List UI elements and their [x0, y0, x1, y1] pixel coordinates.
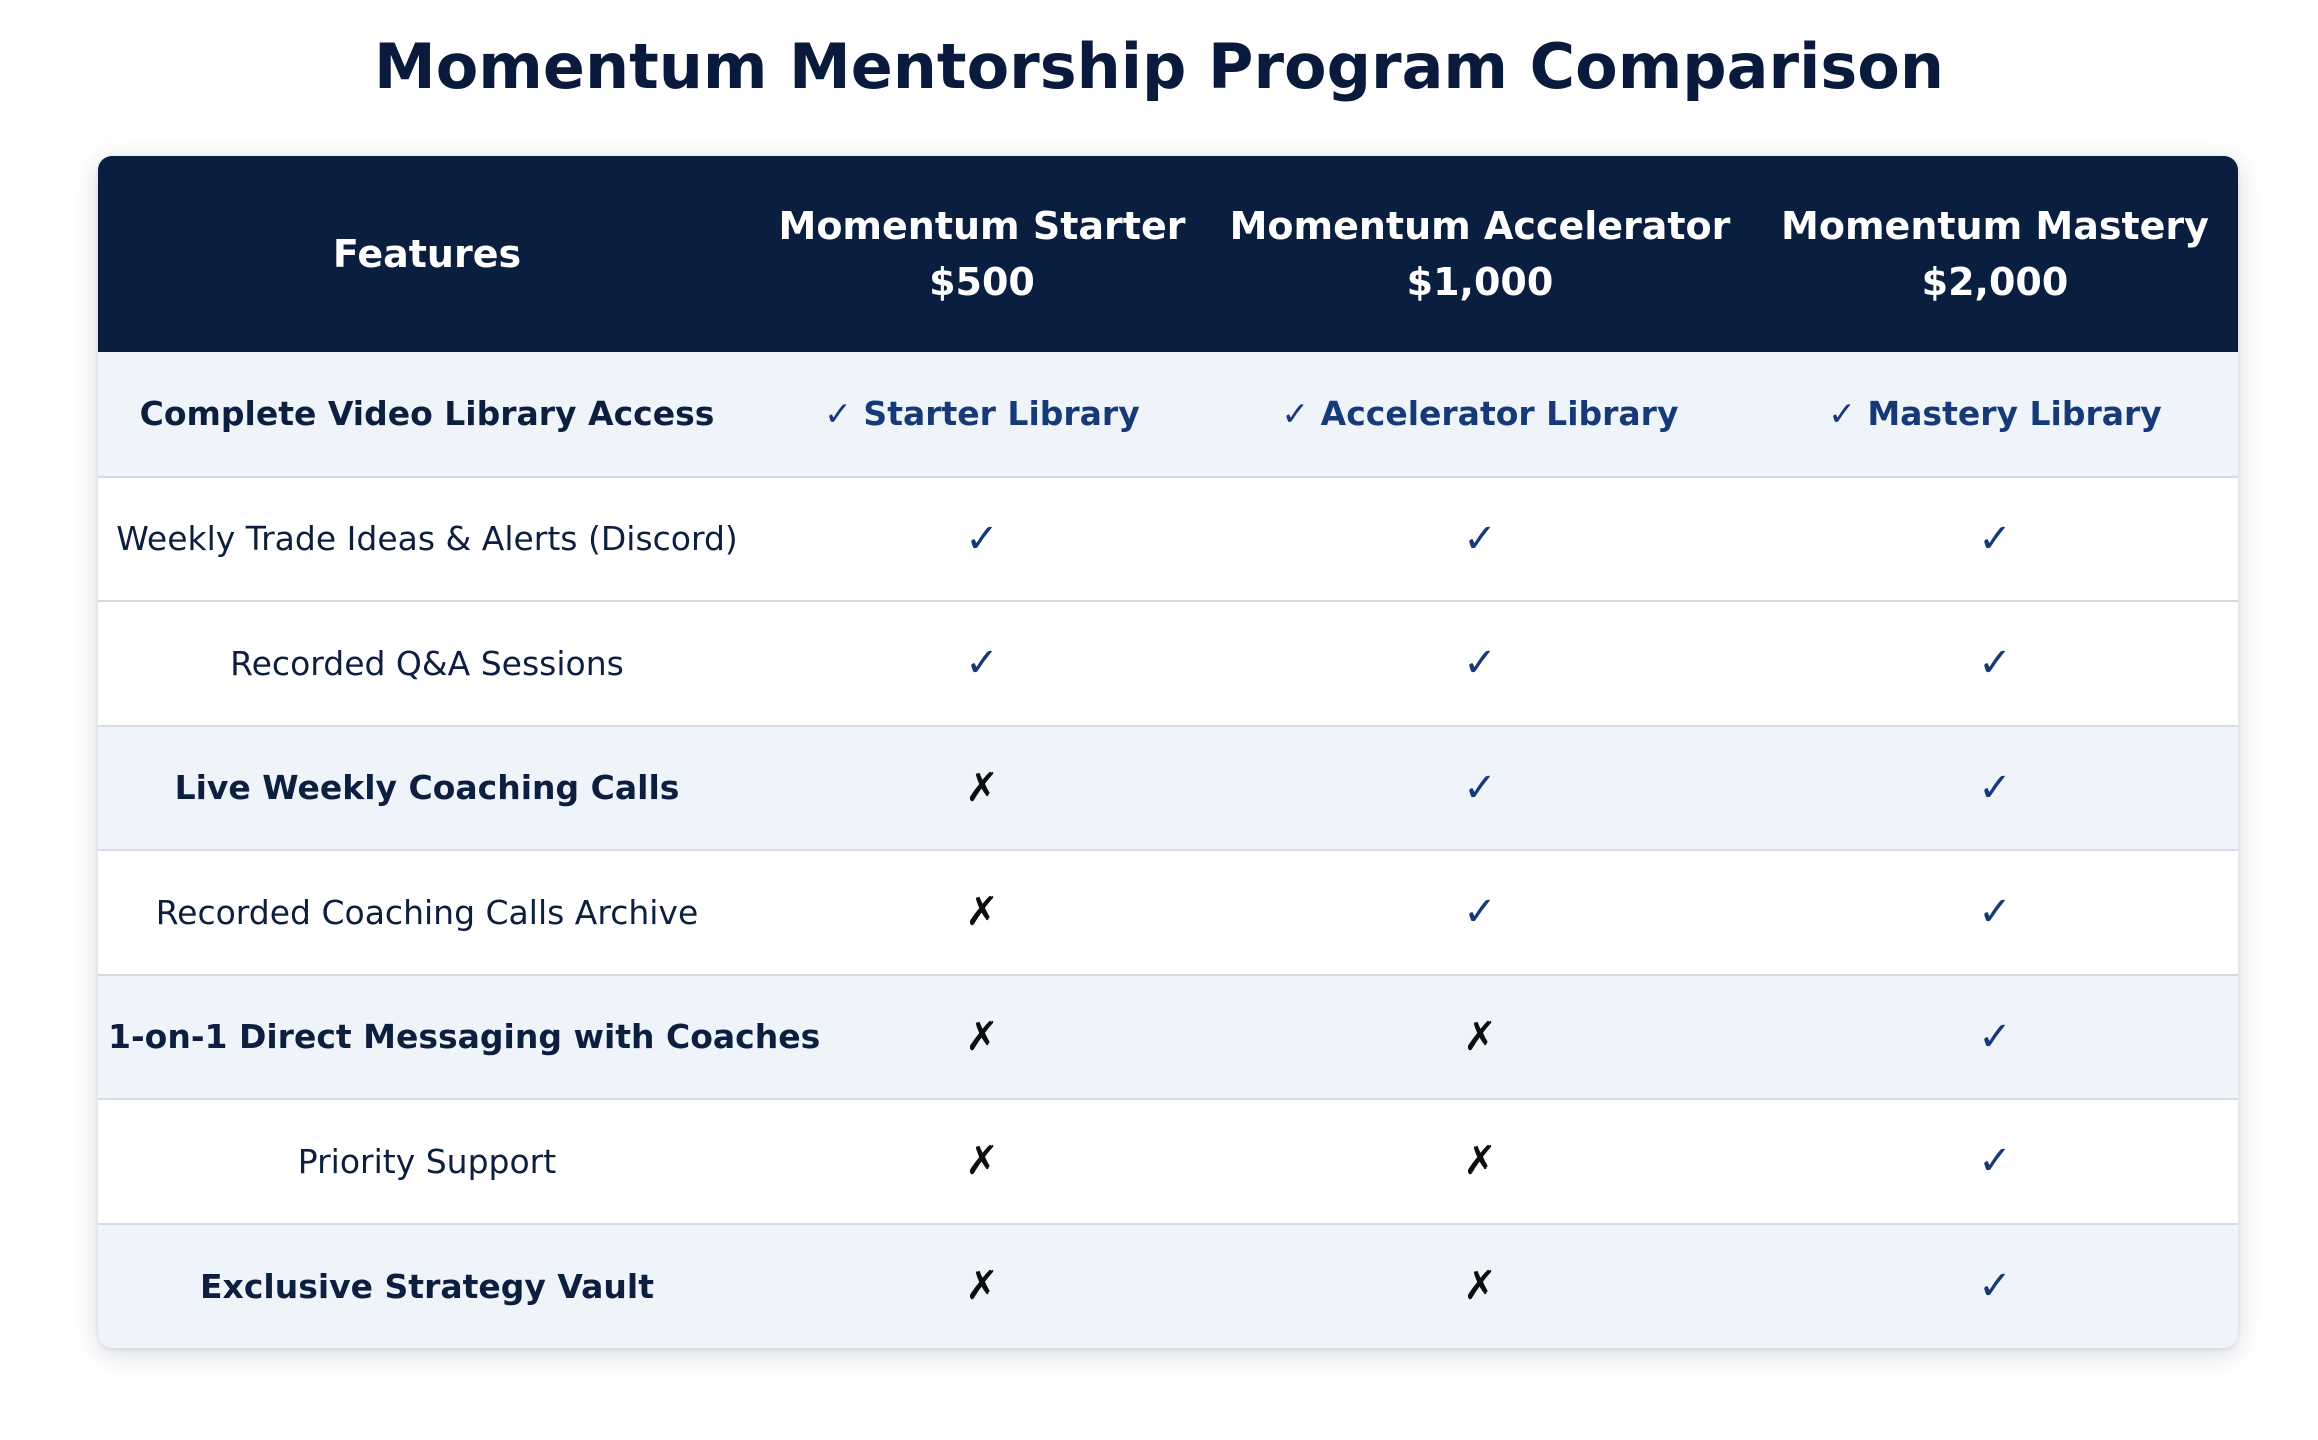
plan-cell-mastery: ✓	[1752, 726, 2238, 851]
table-row: Weekly Trade Ideas & Alerts (Discord) ✓ ✓ ✓	[98, 476, 2238, 602]
feature-name-cell: 1-on-1 Direct Messaging with Coaches	[108, 1017, 821, 1057]
feature-name-cell: Complete Video Library Access	[139, 394, 715, 434]
plan-cell-accelerator: ✓	[1208, 477, 1752, 602]
plan-cell-starter: ✗	[756, 850, 1208, 975]
table-row: Priority Support ✗ ✗ ✓	[98, 1099, 2238, 1224]
table-row: Exclusive Strategy Vault ✗ ✗ ✓	[98, 1223, 2238, 1349]
cross-icon: ✗	[965, 764, 999, 811]
check-icon: ✓	[1978, 1013, 2012, 1060]
check-icon: ✓	[1463, 889, 1497, 936]
included-library-label: ✓ Mastery Library	[1828, 394, 2162, 434]
check-icon: ✓	[1978, 1263, 2012, 1310]
plan-cell-starter: ✗	[756, 975, 1208, 1100]
plan-cell-mastery: ✓	[1752, 850, 2238, 975]
check-icon: ✓	[1978, 764, 2012, 811]
cross-icon: ✗	[965, 1013, 999, 1060]
cross-icon: ✗	[1463, 1138, 1497, 1185]
check-icon: ✓	[965, 640, 999, 687]
page-title: Momentum Mentorship Program Comparison	[374, 30, 1944, 103]
table-row: Complete Video Library Access ✓ Starter L…	[98, 352, 2238, 477]
plan-cell-mastery: ✓	[1752, 975, 2238, 1100]
plan-cell-starter: ✓ Starter Library	[756, 352, 1208, 477]
plan-cell-accelerator: ✓	[1208, 726, 1752, 851]
plan-cell-accelerator: ✗	[1208, 1099, 1752, 1224]
feature-name-cell: Priority Support	[297, 1141, 557, 1181]
plan-name: Momentum Mastery	[1781, 204, 2209, 248]
plan-price: $1,000	[1406, 260, 1554, 304]
plan-cell-starter: ✓	[756, 601, 1208, 726]
plan-header-starter: Momentum Starter $500	[756, 156, 1208, 352]
check-icon: ✓	[1463, 764, 1497, 811]
plan-cell-starter: ✓	[756, 477, 1208, 602]
plan-header-mastery: Momentum Mastery $2,000	[1752, 156, 2238, 352]
feature-name-cell: Live Weekly Coaching Calls	[174, 768, 680, 808]
plan-cell-starter: ✗	[756, 726, 1208, 851]
check-icon: ✓	[1978, 1138, 2012, 1185]
check-icon: ✓	[1463, 515, 1497, 562]
plan-cell-mastery: ✓	[1752, 477, 2238, 602]
check-icon: ✓	[1978, 889, 2012, 936]
features-column-header: Features	[98, 156, 756, 352]
plan-cell-accelerator: ✓	[1208, 601, 1752, 726]
feature-name-cell: Exclusive Strategy Vault	[200, 1266, 654, 1306]
plan-cell-accelerator: ✓ Accelerator Library	[1208, 352, 1752, 477]
feature-name-cell: Recorded Coaching Calls Archive	[155, 892, 699, 932]
cross-icon: ✗	[1463, 1263, 1497, 1310]
plan-cell-mastery: ✓	[1752, 1099, 2238, 1224]
cross-icon: ✗	[1463, 1013, 1497, 1060]
plan-cell-accelerator: ✗	[1208, 1224, 1752, 1349]
plan-cell-mastery: ✓	[1752, 1224, 2238, 1349]
cross-icon: ✗	[965, 1263, 999, 1310]
feature-name-cell: Weekly Trade Ideas & Alerts (Discord)	[116, 519, 738, 559]
plan-name: Momentum Starter	[778, 204, 1186, 248]
table-row: Live Weekly Coaching Calls ✗ ✓ ✓	[98, 725, 2238, 851]
cross-icon: ✗	[965, 889, 999, 936]
plan-header-accelerator: Momentum Accelerator $1,000	[1208, 156, 1752, 352]
plan-cell-mastery: ✓ Mastery Library	[1752, 352, 2238, 477]
plan-cell-starter: ✗	[756, 1224, 1208, 1349]
feature-name-cell: Recorded Q&A Sessions	[230, 643, 624, 683]
included-library-label: ✓ Starter Library	[824, 394, 1140, 434]
included-library-label: ✓ Accelerator Library	[1281, 394, 1679, 434]
table-row: Recorded Q&A Sessions ✓ ✓ ✓	[98, 601, 2238, 726]
plan-price: $2,000	[1921, 260, 2069, 304]
check-icon: ✓	[965, 515, 999, 562]
plan-price: $500	[929, 260, 1035, 304]
check-icon: ✓	[1978, 640, 2012, 687]
plan-cell-accelerator: ✓	[1208, 850, 1752, 975]
comparison-table: Features Momentum Starter $500 Momentum …	[98, 156, 2238, 1348]
table-row: Recorded Coaching Calls Archive ✗ ✓ ✓	[98, 850, 2238, 975]
plan-name: Momentum Accelerator	[1229, 204, 1731, 248]
table-body: Complete Video Library Access ✓ Starter L…	[98, 352, 2238, 1348]
plan-cell-mastery: ✓	[1752, 601, 2238, 726]
plan-cell-accelerator: ✗	[1208, 975, 1752, 1100]
plan-cell-starter: ✗	[756, 1099, 1208, 1224]
cross-icon: ✗	[965, 1138, 999, 1185]
table-header-row: Features Momentum Starter $500 Momentum …	[98, 156, 2238, 352]
features-header-label: Features	[332, 232, 522, 276]
check-icon: ✓	[1463, 640, 1497, 687]
table-row: 1-on-1 Direct Messaging with Coaches ✗ ✗ ✓	[98, 974, 2238, 1100]
comparison-table-card: Features Momentum Starter $500 Momentum …	[98, 156, 2238, 1348]
check-icon: ✓	[1978, 515, 2012, 562]
